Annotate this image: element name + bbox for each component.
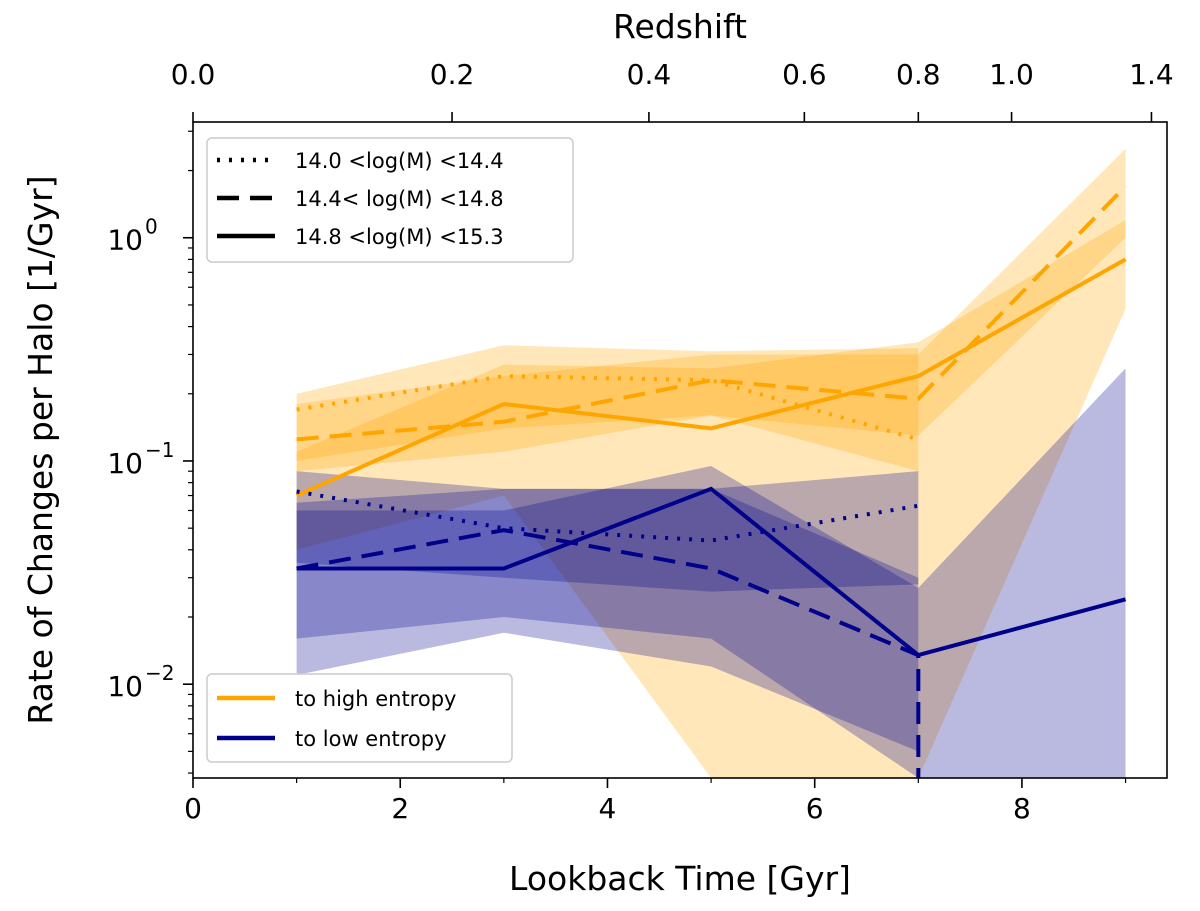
line-low-dotted (296, 489, 919, 543)
legend-direction-label: to high entropy (295, 687, 456, 711)
band-low-dashed (296, 488, 919, 752)
line-high-dotted (296, 374, 919, 442)
y-tick-label: 10 (107, 224, 143, 257)
top-tick-label: 0.2 (430, 58, 475, 91)
y-tick-label: 10 (107, 670, 143, 703)
y-tick-exponent: −1 (145, 438, 174, 462)
band-high-solid (296, 220, 1126, 779)
legend-mass-box (206, 137, 574, 263)
plot-frame (192, 121, 1168, 779)
band-high-dashed (296, 148, 1126, 472)
x-tick-label: 6 (806, 792, 824, 825)
line-low-solid (296, 486, 1127, 658)
top-tick-label: 1.0 (989, 58, 1034, 91)
legend-mass-label: 14.4< log(M) <14.8 (295, 187, 504, 211)
top-tick-label: 0.8 (896, 58, 941, 91)
line-high-dashed (296, 184, 1127, 442)
x-tick-label: 8 (1013, 792, 1031, 825)
axes: 0 2 4 6 810−210−110 00.0 0.2 0.4 0.6 0.8 1.0 1.4 (107, 58, 1173, 825)
y-tick-exponent: 0 (145, 215, 158, 239)
top-tick-label: 0.0 (171, 58, 216, 91)
legend-direction-label: to low entropy (295, 727, 447, 751)
band-low-dotted (296, 471, 919, 592)
top-tick-label: 0.4 (627, 58, 672, 91)
top-tick-label: 1.4 (1129, 58, 1174, 91)
legend-mass-label: 14.8 <log(M) <15.3 (295, 225, 504, 249)
series-lines (295, 184, 1127, 778)
x-tick-label: 2 (391, 792, 409, 825)
top-tick-label: 0.6 (782, 58, 827, 91)
x-axis-title: Lookback Time [Gyr] (509, 859, 851, 898)
y-axis-title: Rate of Changes per Halo [1/Gyr] (21, 175, 60, 724)
x-tick-label: 4 (599, 792, 617, 825)
line-low-dashed (296, 528, 921, 778)
top-axis-title: Redshift (613, 7, 747, 46)
y-tick-exponent: −2 (145, 661, 174, 685)
legends: 14.0 <log(M) <14.4 14.4< log(M) <14.8 14.8… (206, 137, 574, 763)
legend-direction-box (206, 673, 513, 763)
band-high-dotted (296, 345, 919, 472)
legend-mass-label: 14.0 <log(M) <14.4 (295, 149, 504, 173)
y-tick-label: 10 (107, 447, 143, 480)
line-high-solid (295, 257, 1127, 498)
x-tick-label: 0 (184, 792, 202, 825)
